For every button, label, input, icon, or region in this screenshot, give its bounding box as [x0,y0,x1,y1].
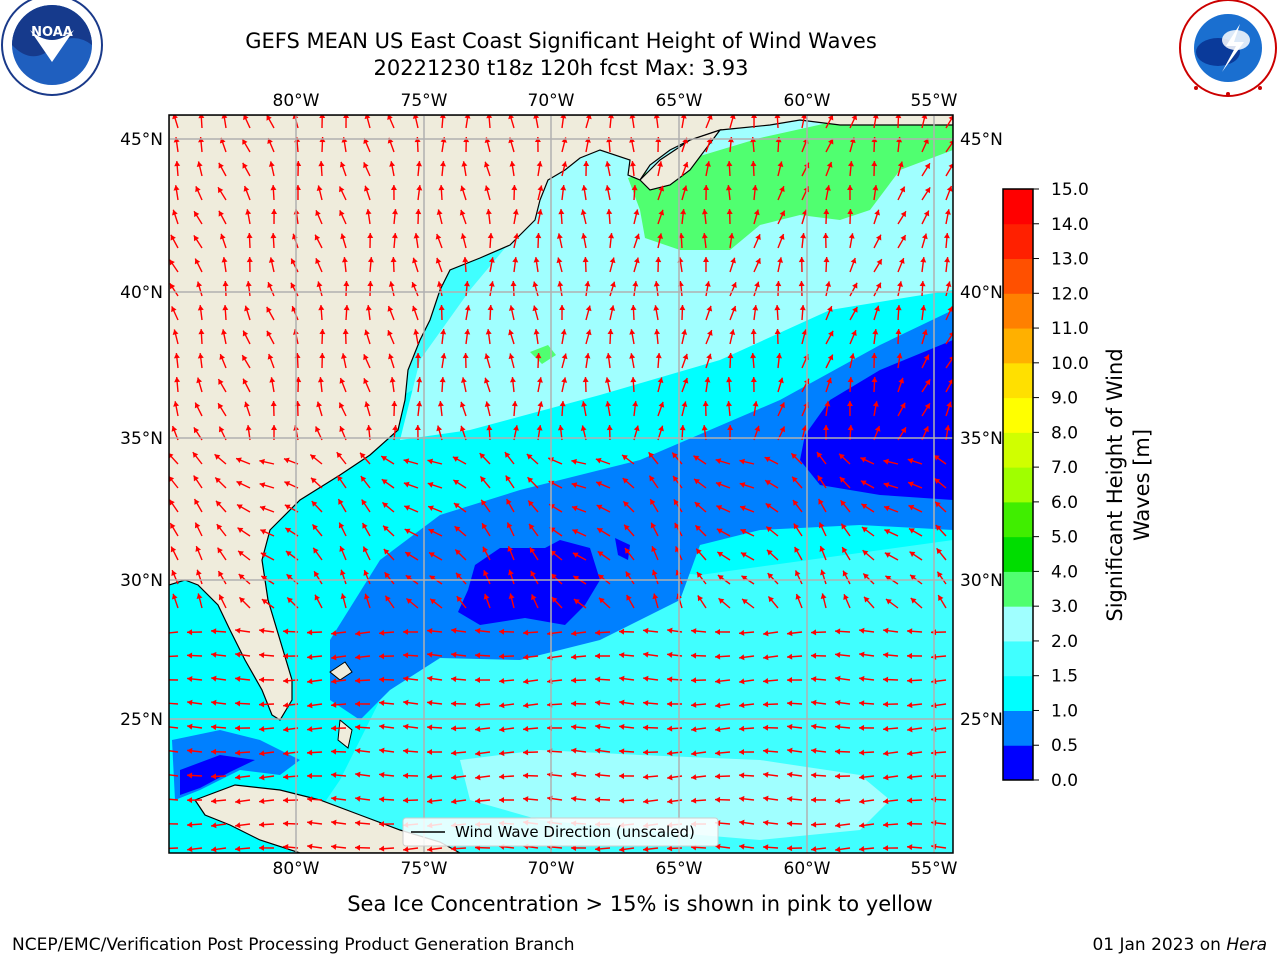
colorbar-tick-label: 1.5 [1051,667,1078,687]
colorbar-label-line2: Waves [m] [1130,429,1154,541]
colorbar-segment [1003,363,1033,398]
lat-label: 30°N [120,571,163,591]
colorbar-segment [1003,641,1033,676]
colorbar-segment [1003,224,1033,259]
colorbar-tick-label: 8.0 [1051,423,1078,443]
sea-ice-note: Sea Ice Concentration > 15% is shown in … [347,892,933,916]
title-line2: 20221230 t18z 120h fcst Max: 3.93 [374,56,749,80]
title-line1: GEFS MEAN US East Coast Significant Heig… [245,29,877,53]
run-date-prefix: 01 Jan 2023 on [1092,935,1226,955]
wave-direction-arrowhead [163,821,168,827]
colorbar-segment [1003,398,1033,433]
lon-label: 65°W [656,91,703,111]
lat-label: 45°N [960,130,1003,150]
colorbar-tick-label: 5.0 [1051,528,1078,548]
lat-label: 35°N [120,429,163,449]
run-date: 01 Jan 2023 on Hera [1092,935,1267,955]
lat-label: 25°N [960,710,1003,730]
lon-label: 60°W [784,859,831,879]
colorbar-tick-label: 13.0 [1051,250,1089,270]
lon-label: 80°W [273,859,320,879]
wave-direction-arrow [163,848,178,849]
lon-label: 70°W [528,859,575,879]
colorbar-segment [1003,745,1033,780]
legend-label: Wind Wave Direction (unscaled) [455,823,695,841]
colorbar-segment [1003,676,1033,711]
noaa-logo: NOAA [2,0,102,95]
wave-direction-arrowhead [163,748,168,754]
wave-direction-arrow [163,656,178,657]
colorbar-tick-label: 6.0 [1051,493,1078,513]
colorbar-segment [1003,293,1033,328]
colorbar-segment [1003,259,1033,294]
wave-direction-arrowhead [163,772,168,778]
lat-label: 30°N [960,571,1003,591]
colorbar-tick-label: 10.0 [1051,354,1089,374]
colorbar-ticks: 0.0 0.5 1.0 1.5 2.0 3.0 4.0 5.0 6.0 7.0 8.0 9.0 10.0… [1033,180,1089,791]
colorbar-segment [1003,189,1033,224]
colorbar-segment [1003,467,1033,502]
map-panel: Wind Wave Direction (unscaled) 80°W 75°W… [120,91,1003,879]
lon-labels-top: 80°W 75°W 70°W 65°W 60°W 55°W [273,91,958,111]
lon-label: 55°W [911,91,958,111]
colorbar-segment [1003,710,1033,745]
lon-label: 75°W [401,91,448,111]
wave-direction-arrowhead [163,796,168,802]
lat-label: 40°N [960,283,1003,303]
lon-label: 55°W [911,859,958,879]
machine-name: Hera [1226,935,1267,955]
lon-label: 70°W [528,91,575,111]
lon-label: 75°W [401,859,448,879]
wave-direction-arrowhead [163,845,168,851]
lat-label: 35°N [960,429,1003,449]
colorbar-segment [1003,502,1033,537]
lat-labels-right: 45°N 40°N 35°N 30°N 25°N [960,130,1003,730]
lat-label: 25°N [120,710,163,730]
lat-labels-left: 45°N 40°N 35°N 30°N 25°N [120,130,163,730]
colorbar-tick-label: 15.0 [1051,180,1089,200]
lon-label: 80°W [273,91,320,111]
colorbar-tick-label: 2.0 [1051,632,1078,652]
colorbar-tick-label: 9.0 [1051,389,1078,409]
wave-direction-arrowhead [163,700,168,706]
colorbar-tick-label: 14.0 [1051,215,1089,235]
colorbar-tick-label: 12.0 [1051,284,1089,304]
wave-direction-arrowhead [163,630,168,636]
colorbar-segments [1003,189,1033,781]
colorbar-tick-label: 0.5 [1051,736,1078,756]
colorbar-tick-label: 1.0 [1051,701,1078,721]
lon-label: 60°W [784,91,831,111]
lat-label: 45°N [120,130,163,150]
map-legend: Wind Wave Direction (unscaled) [403,818,718,846]
wave-direction-arrowhead [163,677,168,683]
org-credit: NCEP/EMC/Verification Post Processing Pr… [12,935,575,955]
colorbar-tick-label: 11.0 [1051,319,1089,339]
colorbar-segment [1003,571,1033,606]
colorbar-tick-label: 4.0 [1051,562,1078,582]
wave-direction-arrowhead [163,724,168,730]
nws-logo [1180,0,1276,96]
colorbar-segment [1003,328,1033,363]
colorbar-segment [1003,537,1033,572]
colorbar: 0.0 0.5 1.0 1.5 2.0 3.0 4.0 5.0 6.0 7.0 8.0 9.0 10.0… [1003,180,1154,791]
colorbar-tick-label: 3.0 [1051,597,1078,617]
colorbar-tick-label: 0.0 [1051,771,1078,791]
lon-label: 65°W [656,859,703,879]
colorbar-segment [1003,606,1033,641]
noaa-logo-text: NOAA [31,25,73,40]
colorbar-label-line1: Significant Height of Wind [1103,348,1127,621]
colorbar-tick-label: 7.0 [1051,458,1078,478]
wave-direction-arrowhead [163,654,168,660]
lat-label: 40°N [120,283,163,303]
colorbar-segment [1003,432,1033,467]
lon-labels-bottom: 80°W 75°W 70°W 65°W 60°W 55°W [273,859,958,879]
